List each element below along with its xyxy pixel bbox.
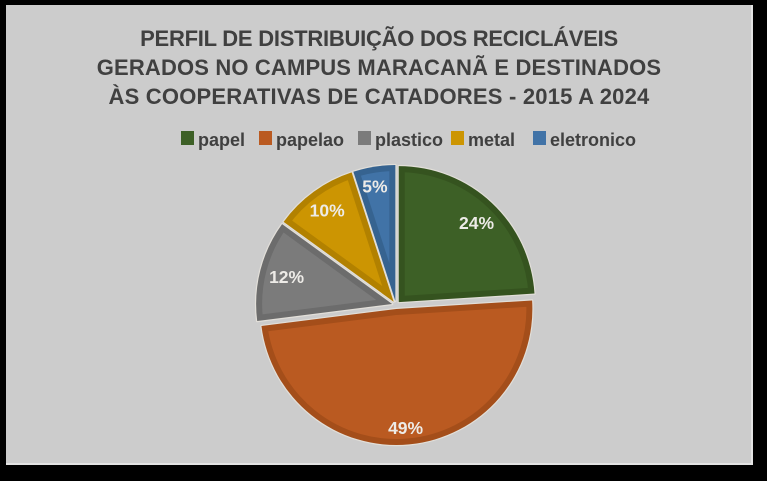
svg-text:49%: 49%: [388, 418, 423, 438]
svg-text:10%: 10%: [310, 200, 345, 220]
svg-text:12%: 12%: [269, 267, 304, 287]
svg-text:24%: 24%: [459, 213, 494, 233]
svg-text:5%: 5%: [362, 176, 388, 196]
